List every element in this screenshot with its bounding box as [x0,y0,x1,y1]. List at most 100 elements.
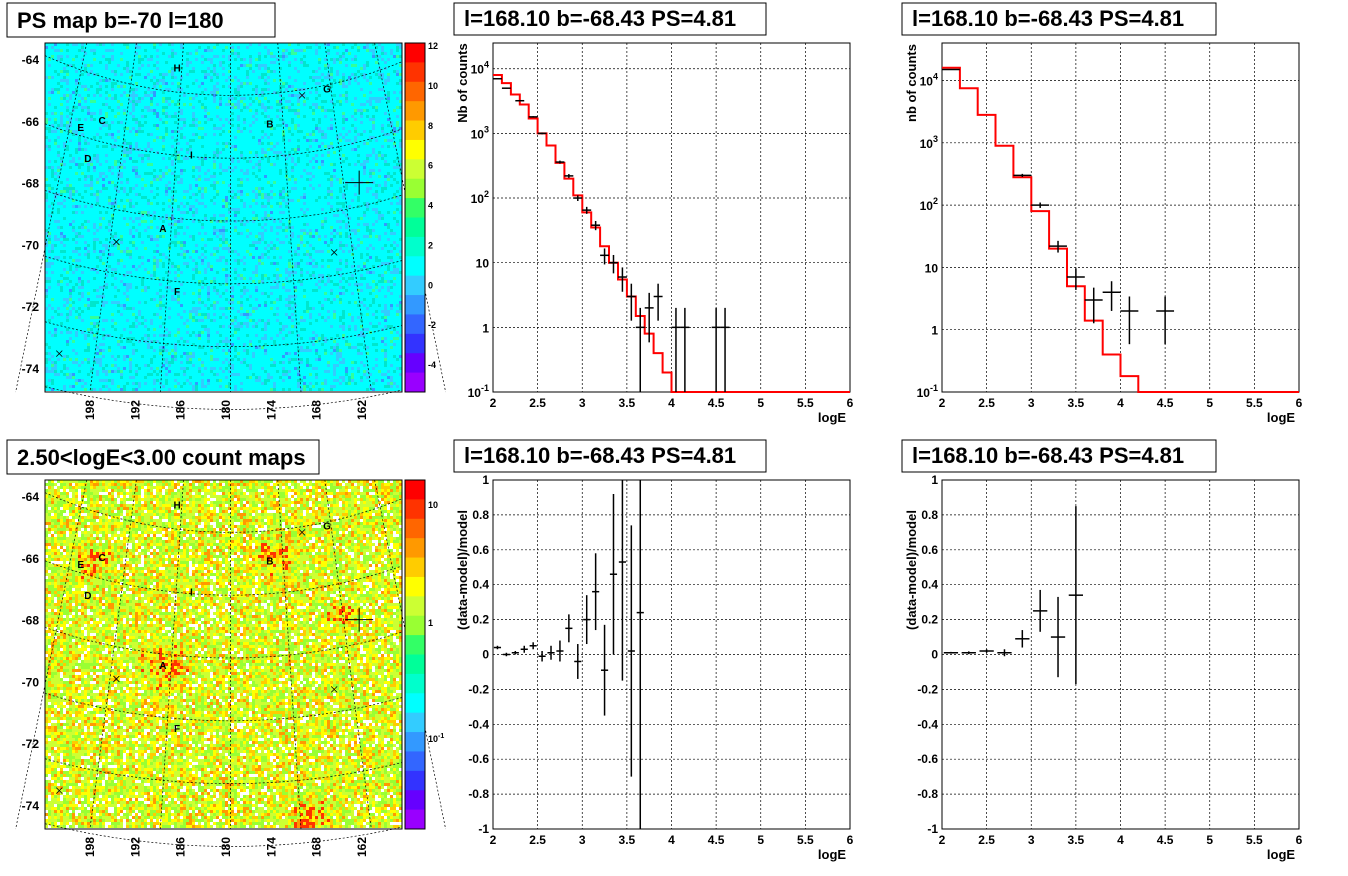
heatmap-cell [234,52,237,55]
heatmap-cell [219,166,222,169]
heatmap-cell [117,115,120,118]
heatmap-cell [258,91,261,94]
heatmap-cell [195,85,198,88]
heatmap-cell [222,142,225,145]
title-residual-2: l=168.10 b=-68.43 PS=4.81 [912,443,1184,468]
heatmap-cell [123,148,126,151]
heatmap-cell [252,52,255,55]
heatmap-cell [126,160,129,163]
heatmap-cell [111,148,114,151]
heatmap-cell [207,100,210,103]
heatmap-cell [318,118,321,121]
heatmap-cell [267,97,270,100]
heatmap-cell [75,151,78,154]
heatmap-cell [375,103,378,106]
heatmap-cell [72,91,75,94]
heatmap-cell [102,151,105,154]
heatmap-cell [288,145,291,148]
heatmap-cell [147,91,150,94]
heatmap-cell [69,136,72,139]
heatmap-cell [288,160,291,163]
heatmap-cell [297,103,300,106]
heatmap-cell [384,70,387,73]
heatmap-cell [96,67,99,70]
heatmap-cell [297,46,300,49]
heatmap-cell [75,136,78,139]
heatmap-cell [348,115,351,118]
heatmap-cell [321,151,324,154]
heatmap-cell [381,124,384,127]
heatmap-cell [84,112,87,115]
heatmap-cell [165,94,168,97]
heatmap-cell [309,58,312,61]
heatmap-cell [57,82,60,85]
heatmap-cell [174,94,177,97]
heatmap-cell [348,88,351,91]
heatmap-cell [216,163,219,166]
heatmap-cell [372,85,375,88]
heatmap-cell [246,82,249,85]
heatmap-cell [234,49,237,52]
heatmap-cell [165,163,168,166]
heatmap-cell [144,112,147,115]
heatmap-cell [105,94,108,97]
heatmap-cell [351,127,354,130]
heatmap-cell [222,109,225,112]
heatmap-cell [312,61,315,64]
heatmap-cell [312,82,315,85]
heatmap-cell [267,70,270,73]
heatmap-cell [87,55,90,58]
heatmap-cell [327,157,330,160]
heatmap-cell [375,160,378,163]
heatmap-cell [60,136,63,139]
heatmap-cell [147,73,150,76]
heatmap-cell [372,103,375,106]
heatmap-cell [318,46,321,49]
heatmap-cell [195,79,198,82]
heatmap-cell [360,151,363,154]
heatmap-cell [351,163,354,166]
heatmap-cell [201,136,204,139]
heatmap-cell [60,103,63,106]
heatmap-cell [150,124,153,127]
heatmap-cell [291,127,294,130]
heatmap-cell [60,88,63,91]
heatmap-cell [225,79,228,82]
heatmap-cell [252,130,255,133]
heatmap-cell [162,139,165,142]
heatmap-cell [327,154,330,157]
heatmap-cell [384,145,387,148]
heatmap-cell [87,97,90,100]
heatmap-cell [168,100,171,103]
heatmap-cell [354,49,357,52]
heatmap-cell [63,55,66,58]
heatmap-cell [312,157,315,160]
heatmap-cell [342,73,345,76]
heatmap-cell [99,154,102,157]
heatmap-cell [189,133,192,136]
title-residual-1: l=168.10 b=-68.43 PS=4.81 [464,443,736,468]
heatmap-cell [330,157,333,160]
heatmap-cell [171,79,174,82]
heatmap-cell [105,79,108,82]
heatmap-cell [255,136,258,139]
heatmap-cell [105,85,108,88]
heatmap-cell [243,52,246,55]
heatmap-cell [90,97,93,100]
heatmap-cell [387,118,390,121]
heatmap-cell [261,160,264,163]
heatmap-cell [387,94,390,97]
heatmap-cell [204,166,207,169]
heatmap-cell [330,160,333,163]
heatmap-cell [321,121,324,124]
heatmap-cell [48,154,51,157]
heatmap-cell [258,121,261,124]
heatmap-cell [339,115,342,118]
heatmap-cell [135,118,138,121]
heatmap-cell [303,115,306,118]
heatmap-cell [138,130,141,133]
heatmap-cell [384,124,387,127]
heatmap-cell [381,100,384,103]
heatmap-cell [213,85,216,88]
